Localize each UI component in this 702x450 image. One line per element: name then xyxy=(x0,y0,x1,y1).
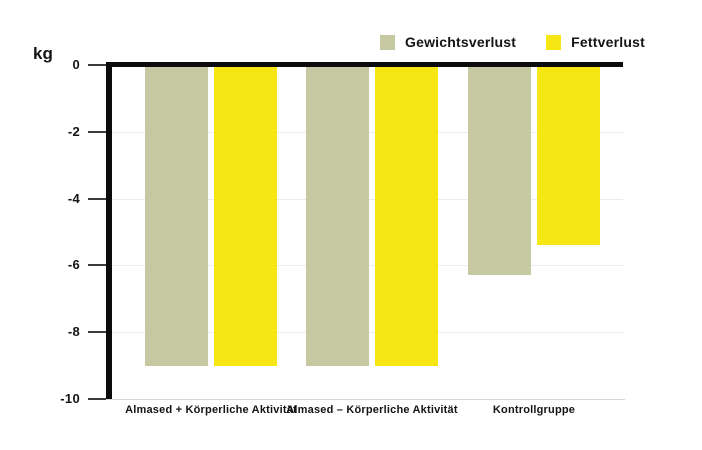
y-tick-label: -10 xyxy=(60,391,80,406)
legend-item-fettverlust: Fettverlust xyxy=(546,34,645,50)
y-tick-mark xyxy=(88,398,106,400)
zero-baseline xyxy=(106,62,623,67)
category-label: Kontrollgruppe xyxy=(492,404,576,416)
y-tick-label: -4 xyxy=(67,190,80,206)
y-tick-label: 0 xyxy=(72,57,80,72)
legend-swatch-gewichtsverlust xyxy=(380,34,395,50)
legend-item-gewichtsverlust: Gewichtsverlust xyxy=(380,34,516,50)
y-axis-line xyxy=(106,62,112,400)
y-tick-mark xyxy=(88,197,106,200)
y-tick-mark xyxy=(88,64,106,66)
bar-fettverlust-group3 xyxy=(537,67,600,245)
legend-swatch-fettverlust xyxy=(546,34,562,50)
y-tick-label: -8 xyxy=(67,324,80,340)
legend: Gewichtsverlust Fettverlust xyxy=(380,34,645,50)
legend-label-fettverlust: Fettverlust xyxy=(571,34,645,50)
bar-gewichtsverlust-group2 xyxy=(306,67,369,366)
y-tick-label: -2 xyxy=(67,123,80,139)
y-tick-mark xyxy=(88,331,106,334)
y-tick-label: -6 xyxy=(67,257,80,273)
y-axis-unit-label: kg xyxy=(33,44,53,63)
bar-fettverlust-group2 xyxy=(375,67,438,366)
bar-fettverlust-group1 xyxy=(214,67,277,366)
bar-gewichtsverlust-group1 xyxy=(145,67,208,366)
legend-label-gewichtsverlust: Gewichtsverlust xyxy=(405,34,517,50)
category-label: Almased – Körperliche Aktivität xyxy=(286,404,458,416)
bar-gewichtsverlust-group3 xyxy=(468,67,531,275)
y-tick-mark xyxy=(88,264,106,267)
bottom-baseline xyxy=(88,399,625,400)
category-label: Almased + Körperliche Aktivität xyxy=(125,404,297,416)
y-tick-mark xyxy=(88,130,106,133)
